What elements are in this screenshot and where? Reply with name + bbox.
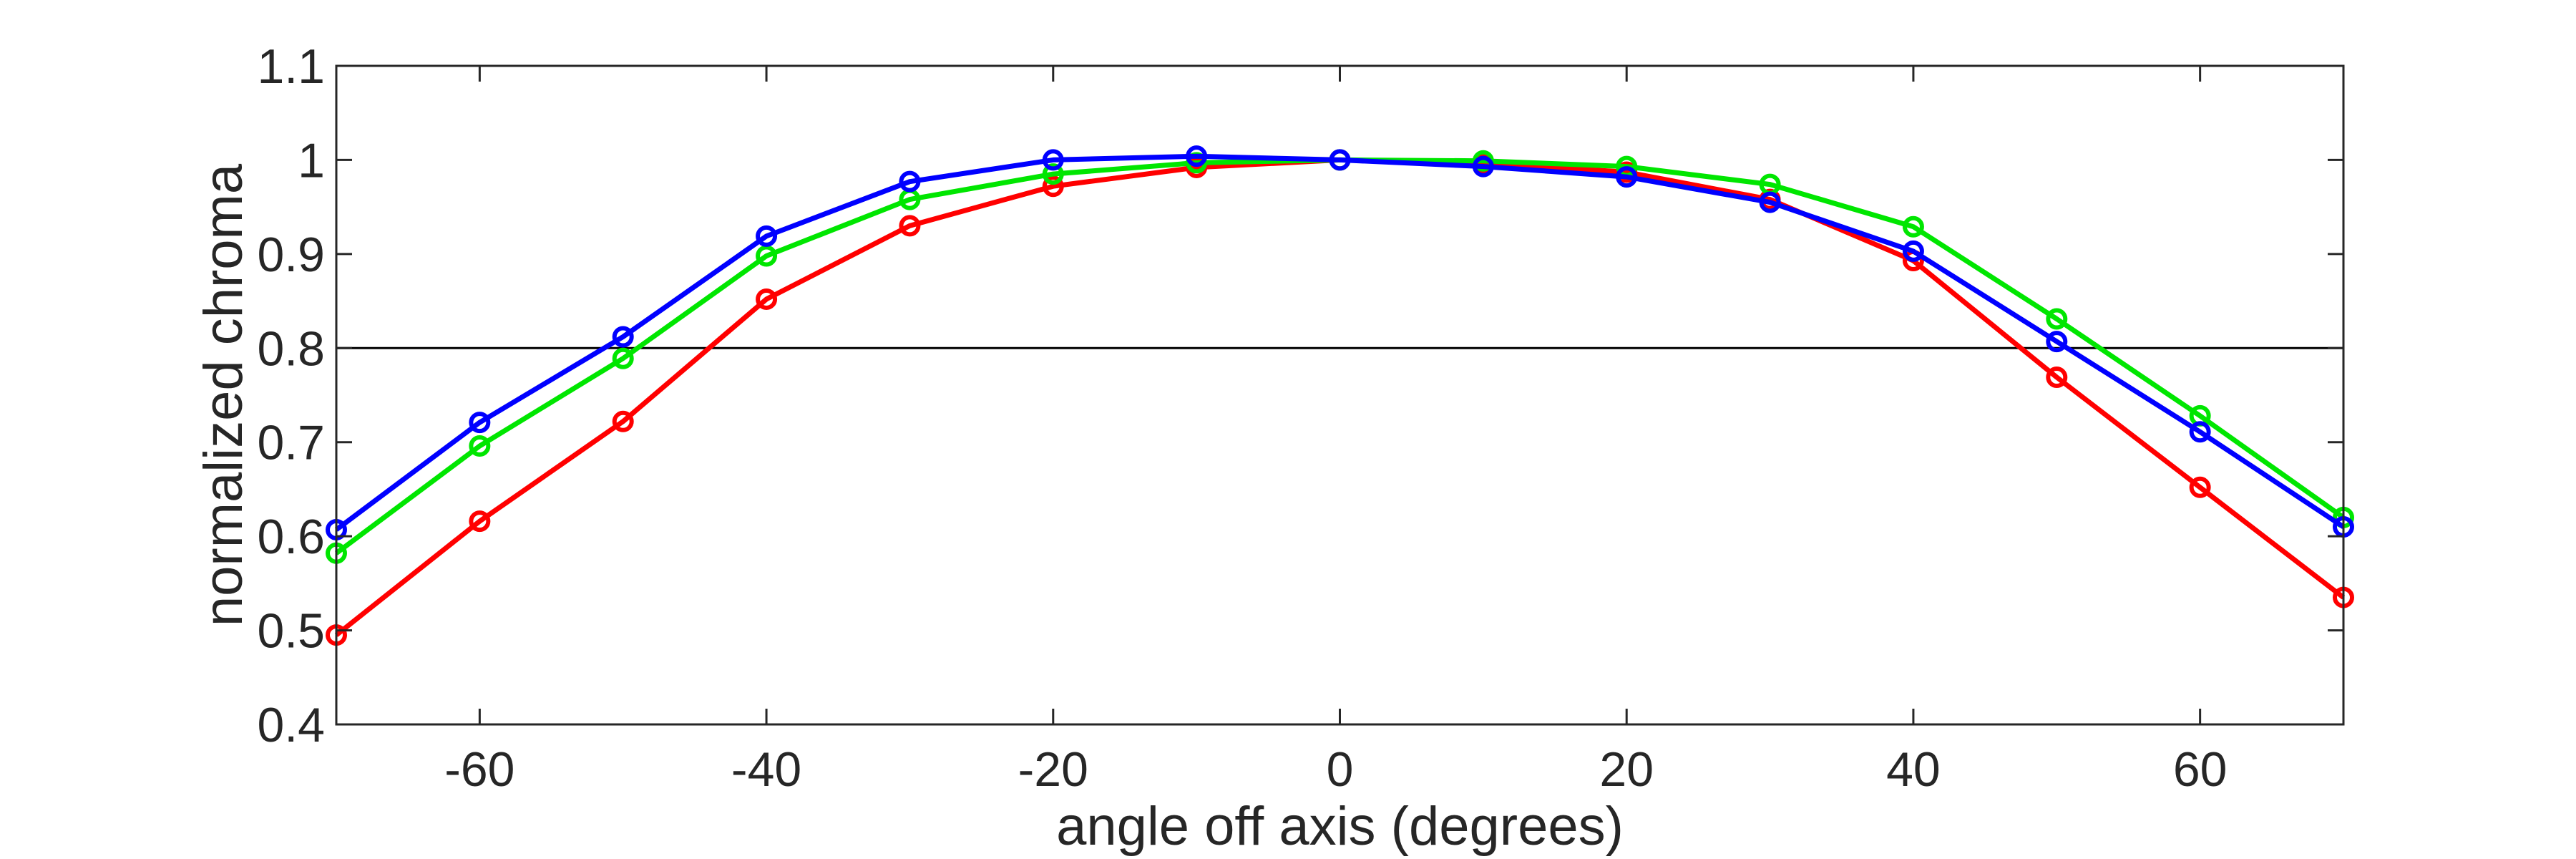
data-point bbox=[1759, 191, 1781, 213]
data-point bbox=[1902, 240, 1924, 262]
x-tick-label: 20 bbox=[1599, 742, 1654, 797]
data-point bbox=[899, 215, 921, 237]
data-point bbox=[1042, 163, 1064, 185]
axis-ticks: -60 -40 -20 0 20 40 60 0.4 0.5 0.6 0.7 0.8 0.9 1 1.1 bbox=[257, 39, 2343, 797]
data-point bbox=[1472, 155, 1494, 178]
data-point bbox=[2046, 367, 2068, 389]
x-tick-label: -40 bbox=[731, 742, 801, 797]
data-point bbox=[756, 245, 778, 267]
x-tick-label: 0 bbox=[1327, 742, 1354, 797]
x-axis-label: angle off axis (degrees) bbox=[1056, 796, 1624, 857]
y-tick-label: 0.9 bbox=[257, 228, 325, 282]
data-point bbox=[1902, 215, 1924, 238]
data-point bbox=[612, 410, 634, 432]
y-tick-label: 0.7 bbox=[257, 416, 325, 470]
data-point bbox=[756, 288, 778, 310]
y-tick-label: 0.6 bbox=[257, 510, 325, 564]
data-point bbox=[2046, 308, 2068, 330]
data-point bbox=[469, 510, 491, 533]
data-point bbox=[469, 435, 491, 457]
x-tick-label: 60 bbox=[2173, 742, 2228, 797]
y-tick-label: 0.4 bbox=[257, 698, 325, 752]
y-axis-label: normalized chroma bbox=[193, 163, 254, 626]
x-tick-label: -60 bbox=[444, 742, 514, 797]
data-marks bbox=[326, 145, 2354, 646]
data-point bbox=[1329, 149, 1351, 171]
data-point bbox=[756, 225, 778, 247]
data-point bbox=[1186, 145, 1208, 168]
data-point bbox=[612, 347, 634, 369]
data-point bbox=[612, 326, 634, 348]
data-point bbox=[1042, 175, 1064, 198]
data-point bbox=[469, 412, 491, 434]
series-line bbox=[334, 153, 2345, 532]
data-point bbox=[1616, 166, 1638, 188]
y-tick-label: 1.1 bbox=[257, 39, 325, 94]
y-tick-label: 0.5 bbox=[257, 604, 325, 659]
x-tick-label: -20 bbox=[1018, 742, 1088, 797]
y-tick-label: 1 bbox=[298, 133, 325, 188]
data-point bbox=[899, 170, 921, 193]
data-point bbox=[1042, 149, 1064, 171]
data-point bbox=[2189, 476, 2211, 498]
data-point bbox=[2189, 421, 2211, 443]
data-point bbox=[2046, 331, 2068, 353]
x-tick-label: 40 bbox=[1886, 742, 1941, 797]
y-tick-label: 0.8 bbox=[257, 321, 325, 376]
